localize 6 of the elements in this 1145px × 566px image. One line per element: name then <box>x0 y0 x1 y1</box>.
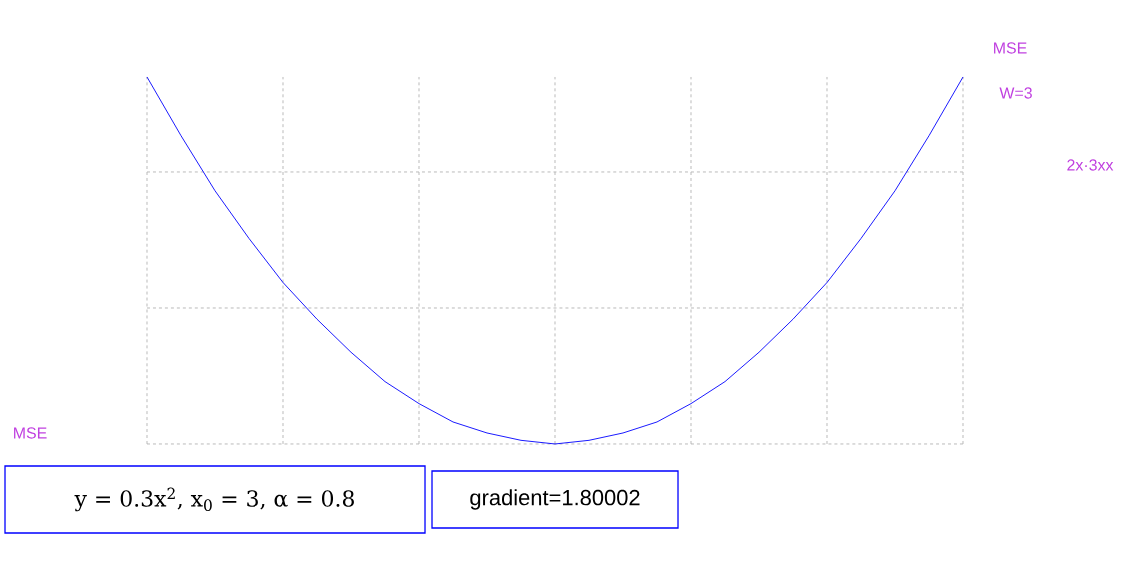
text: gradient=1.80002 <box>470 489 640 510</box>
text: W=3 <box>999 87 1032 99</box>
text: MSE <box>14 427 47 439</box>
text: MSE <box>994 42 1027 54</box>
text: 2x·3xx <box>1067 159 1114 171</box>
text: y = 0.3x$^{2}$, x$_{0}$ = 3, α = 0.8 <box>74 487 354 512</box>
